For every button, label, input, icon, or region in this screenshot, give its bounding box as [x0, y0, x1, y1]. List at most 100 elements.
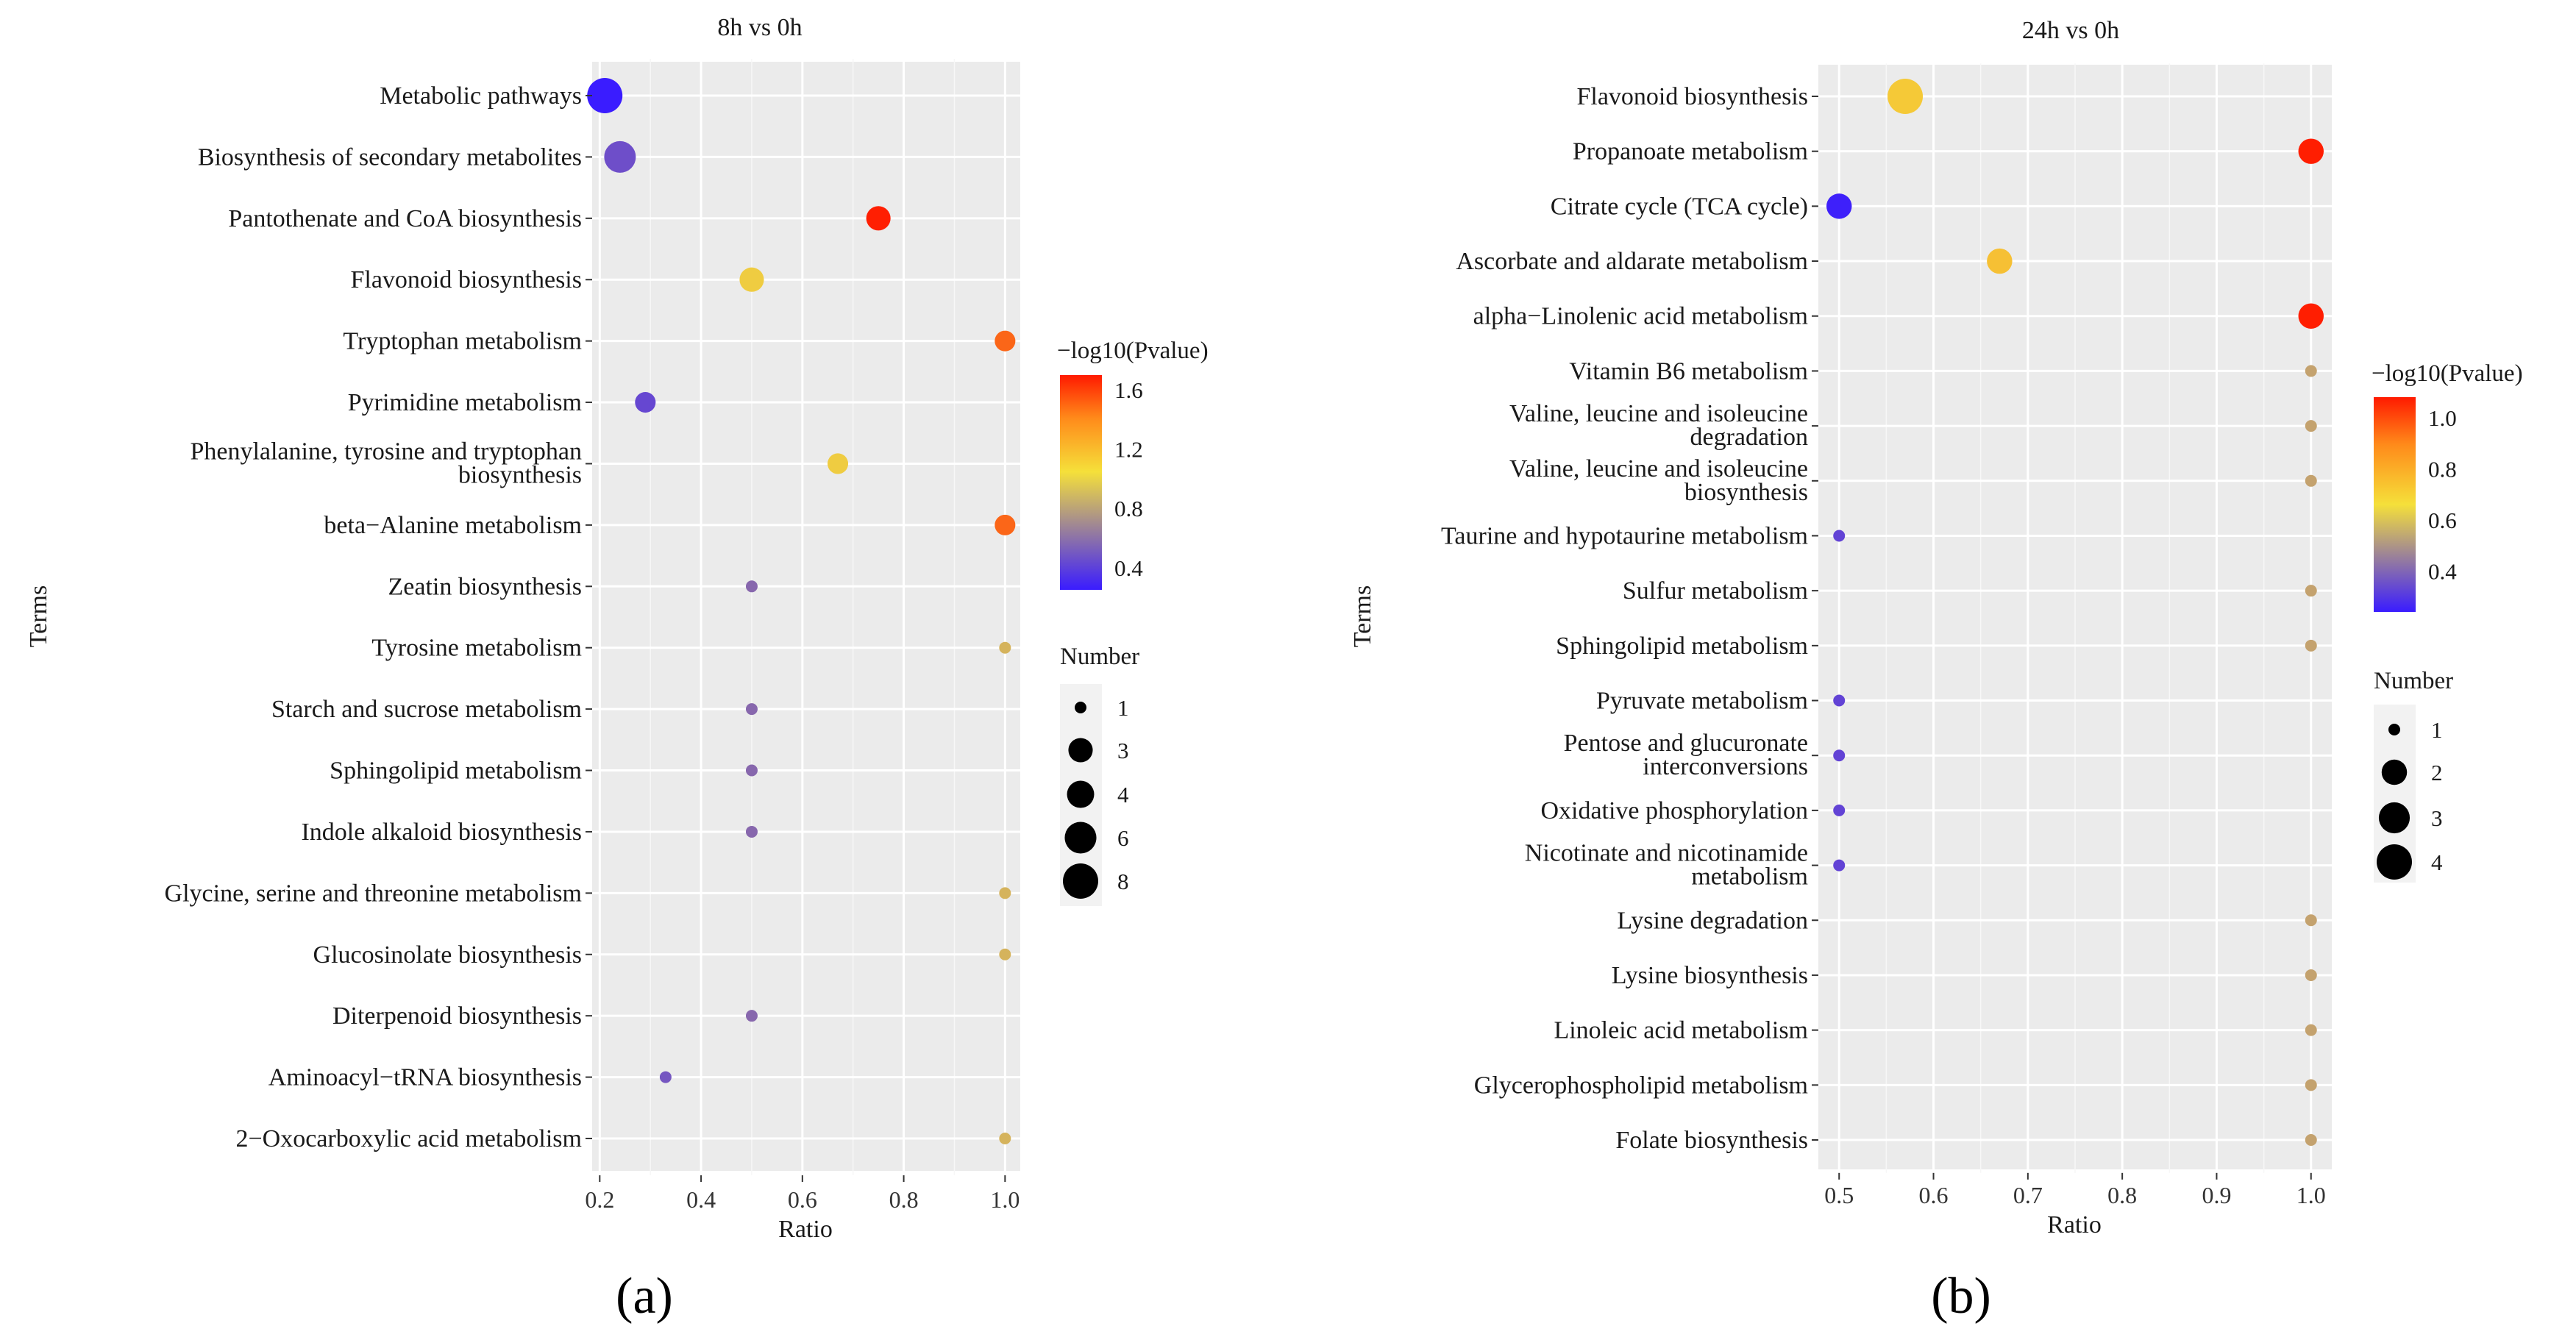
y-tick-label: Glycine, serine and threonine metabolism — [165, 880, 582, 907]
y-tick-label: Pantothenate and CoA biosynthesis — [228, 205, 582, 232]
x-tick-label: 0.4 — [686, 1186, 716, 1213]
panel-b: 24h vs 0h Flavonoid biosynthesis Propanoa… — [1349, 17, 2523, 1325]
y-tick-label-line: biosynthesis — [458, 461, 582, 488]
data-point — [659, 1071, 672, 1083]
color-tick-label: 0.4 — [1114, 555, 1143, 581]
y-tick-label-line: Nicotinate and nicotinamide — [1525, 840, 1808, 867]
data-point — [995, 330, 1016, 352]
data-point — [2298, 303, 2324, 329]
size-legend: Number 1 2 3 4 — [2374, 668, 2453, 883]
color-bar — [1060, 375, 1102, 590]
data-point — [745, 1010, 758, 1022]
data-point — [999, 948, 1011, 961]
size-legend-dot — [2388, 724, 2400, 735]
chart-title: 24h vs 0h — [2022, 17, 2119, 44]
x-tick-label: 0.8 — [2107, 1182, 2137, 1208]
y-tick-label: Folate biosynthesis — [1615, 1127, 1808, 1154]
y-tick-label: 2−Oxocarboxylic acid metabolism — [236, 1125, 583, 1152]
y-tick-label: Lysine degradation — [1617, 907, 1808, 934]
chart-title: 8h vs 0h — [717, 14, 802, 41]
size-legend-label: 3 — [2431, 805, 2443, 831]
x-tick-label: 0.7 — [2013, 1182, 2043, 1208]
data-point — [2305, 1024, 2317, 1036]
color-legend: −log10(Pvalue) 1.0 0.8 0.6 0.4 — [2372, 360, 2523, 612]
y-tick-label: Sphingolipid metabolism — [330, 758, 582, 785]
y-tick-label-line: metabolism — [1691, 863, 1808, 891]
size-legend-dot — [1067, 780, 1095, 808]
panel-label: (b) — [1931, 1268, 1991, 1325]
size-legend-label: 3 — [1117, 738, 1129, 763]
data-points — [587, 78, 1016, 1144]
y-tick-label: Sphingolipid metabolism — [1556, 632, 1808, 660]
data-point — [1833, 694, 1846, 707]
y-tick-label: Glucosinolate biosynthesis — [313, 941, 582, 969]
data-point — [587, 78, 623, 113]
x-tick-label: 1.0 — [990, 1186, 1020, 1213]
color-tick-label: 0.6 — [2428, 507, 2457, 533]
data-point — [866, 206, 891, 231]
panel-a: 8h vs 0h Metabolic pathways Biosynthesis … — [25, 14, 1209, 1325]
size-legend-label: 6 — [1117, 825, 1129, 851]
x-tick-label: 0.9 — [2202, 1182, 2231, 1208]
data-point — [827, 453, 849, 474]
y-tick-label: Flavonoid biosynthesis — [1576, 83, 1808, 110]
y-tick-label: Diterpenoid biosynthesis — [332, 1002, 582, 1030]
y-tick-label-line: Valine, leucine and isoleucine — [1509, 400, 1808, 427]
data-point — [995, 514, 1016, 535]
color-legend-ticks: 1.0 0.8 0.6 0.4 — [2428, 405, 2457, 585]
y-tick-label: Aminoacyl−tRNA biosynthesis — [268, 1064, 582, 1091]
size-legend-title: Number — [2374, 668, 2453, 694]
data-points — [1826, 79, 2324, 1146]
size-legend-label: 1 — [2431, 717, 2443, 743]
size-legend-label: 8 — [1117, 869, 1129, 894]
color-bar — [2374, 397, 2416, 612]
data-point — [999, 1133, 1011, 1144]
y-tick-label-line: Pentose and glucuronate — [1564, 730, 1808, 757]
y-tick-label: Vitamin B6 metabolism — [1569, 357, 1808, 385]
y-tick-label: Oxidative phosphorylation — [1540, 797, 1808, 824]
y-tick-label-line: Valine, leucine and isoleucine — [1509, 455, 1808, 482]
y-tick-label: Valine, leucine and isoleucine degradatio… — [1509, 400, 1808, 451]
size-legend-label: 1 — [1117, 695, 1129, 721]
y-tick-label: Citrate cycle (TCA cycle) — [1551, 193, 1808, 220]
y-tick-label: Valine, leucine and isoleucine biosynthes… — [1509, 455, 1808, 506]
data-point — [745, 825, 758, 838]
y-tick-label: Biosynthesis of secondary metabolites — [198, 143, 582, 171]
color-tick-label: 0.8 — [2428, 456, 2457, 482]
y-tick-label: alpha−Linolenic acid metabolism — [1473, 303, 1808, 330]
x-axis-title: Ratio — [2047, 1211, 2102, 1239]
color-tick-label: 1.6 — [1114, 377, 1143, 403]
y-tick-label: Nicotinate and nicotinamide metabolism — [1525, 840, 1808, 891]
y-tick-label-line: biosynthesis — [1684, 479, 1808, 506]
x-tick-label: 0.2 — [585, 1186, 614, 1213]
x-tick-label: 0.6 — [788, 1186, 817, 1213]
data-point — [999, 641, 1011, 654]
data-point — [1826, 193, 1852, 219]
size-legend-items: 1 3 4 6 8 — [1063, 695, 1129, 899]
y-tick-label: Indole alkaloid biosynthesis — [301, 819, 582, 846]
y-tick-label: Propanoate metabolism — [1573, 138, 1808, 165]
x-axis-title: Ratio — [778, 1216, 833, 1243]
data-point — [1833, 749, 1846, 762]
y-tick-label: beta−Alanine metabolism — [324, 512, 582, 539]
x-axis-ticks: 0.5 0.6 0.7 0.8 0.9 1.0 — [1824, 1172, 2326, 1208]
y-tick-label: Glycerophospholipid metabolism — [1474, 1072, 1808, 1099]
size-legend-label: 2 — [2431, 760, 2443, 785]
y-tick-label: Sulfur metabolism — [1623, 577, 1808, 605]
size-legend-dot — [2381, 759, 2408, 785]
data-point — [739, 267, 764, 292]
panel-label: (a) — [616, 1268, 673, 1325]
y-axis-title: Terms — [1349, 585, 1376, 648]
grid — [592, 58, 1020, 1176]
y-tick-label: Phenylalanine, tyrosine and tryptophan bi… — [190, 438, 582, 488]
y-tick-label: Metabolic pathways — [380, 82, 582, 110]
data-point — [745, 764, 758, 777]
color-legend-title: −log10(Pvalue) — [1057, 338, 1209, 364]
data-point — [1833, 859, 1846, 872]
size-legend-dot — [1063, 863, 1098, 899]
data-point — [1833, 530, 1846, 542]
data-point — [745, 703, 758, 716]
data-point — [2305, 474, 2317, 487]
x-axis-ticks: 0.2 0.4 0.6 0.8 1.0 — [585, 1175, 1020, 1213]
plot-background — [592, 62, 1020, 1171]
